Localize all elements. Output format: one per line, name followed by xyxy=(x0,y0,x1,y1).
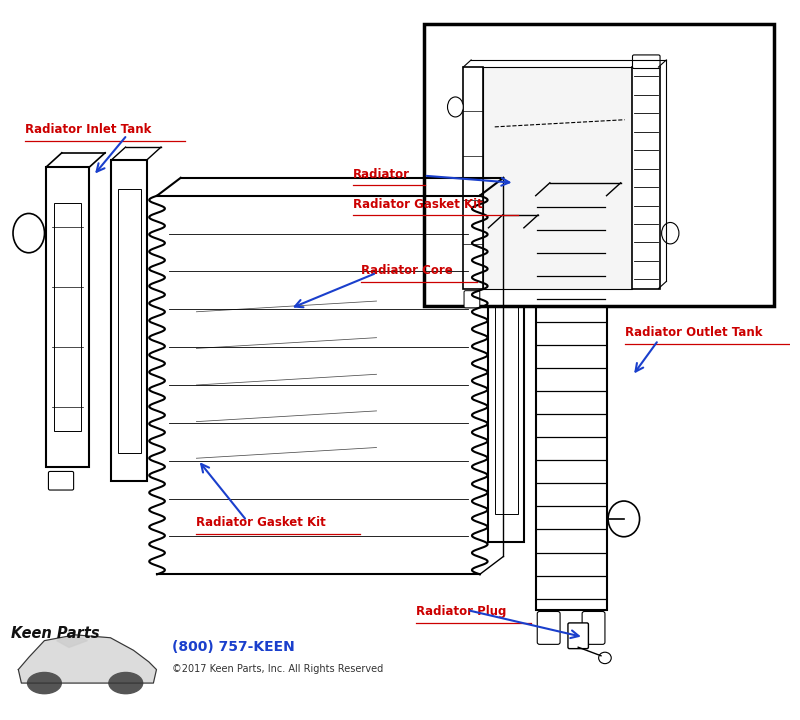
Text: Radiator Plug: Radiator Plug xyxy=(416,605,506,618)
Text: Radiator Gasket Kit: Radiator Gasket Kit xyxy=(353,198,483,211)
FancyBboxPatch shape xyxy=(582,611,605,644)
Ellipse shape xyxy=(447,97,463,117)
Bar xyxy=(536,196,606,610)
Ellipse shape xyxy=(662,222,679,244)
FancyBboxPatch shape xyxy=(541,227,601,260)
Bar xyxy=(463,67,483,289)
Text: (800) 757-KEEN: (800) 757-KEEN xyxy=(172,640,294,654)
FancyBboxPatch shape xyxy=(568,623,589,649)
FancyBboxPatch shape xyxy=(538,611,560,644)
Text: Keen Parts: Keen Parts xyxy=(10,626,99,641)
Text: Radiator Gasket Kit: Radiator Gasket Kit xyxy=(196,516,326,529)
Text: Radiator: Radiator xyxy=(353,168,410,181)
Bar xyxy=(118,189,141,453)
Bar xyxy=(633,67,660,289)
Bar xyxy=(483,67,633,289)
Bar xyxy=(494,256,518,513)
FancyBboxPatch shape xyxy=(633,55,660,68)
Text: Radiator Core: Radiator Core xyxy=(361,264,453,277)
Bar xyxy=(424,24,774,307)
Text: ©2017 Keen Parts, Inc. All Rights Reserved: ©2017 Keen Parts, Inc. All Rights Reserv… xyxy=(172,664,383,674)
Bar xyxy=(489,228,524,542)
Ellipse shape xyxy=(608,501,639,536)
Text: Radiator Outlet Tank: Radiator Outlet Tank xyxy=(625,326,762,339)
Circle shape xyxy=(598,652,611,664)
Ellipse shape xyxy=(13,213,45,253)
FancyBboxPatch shape xyxy=(538,174,605,198)
FancyBboxPatch shape xyxy=(49,472,74,490)
FancyBboxPatch shape xyxy=(464,291,480,308)
Bar xyxy=(46,167,90,467)
Bar xyxy=(111,160,147,482)
Text: Radiator Inlet Tank: Radiator Inlet Tank xyxy=(25,123,151,137)
Bar xyxy=(54,203,82,431)
